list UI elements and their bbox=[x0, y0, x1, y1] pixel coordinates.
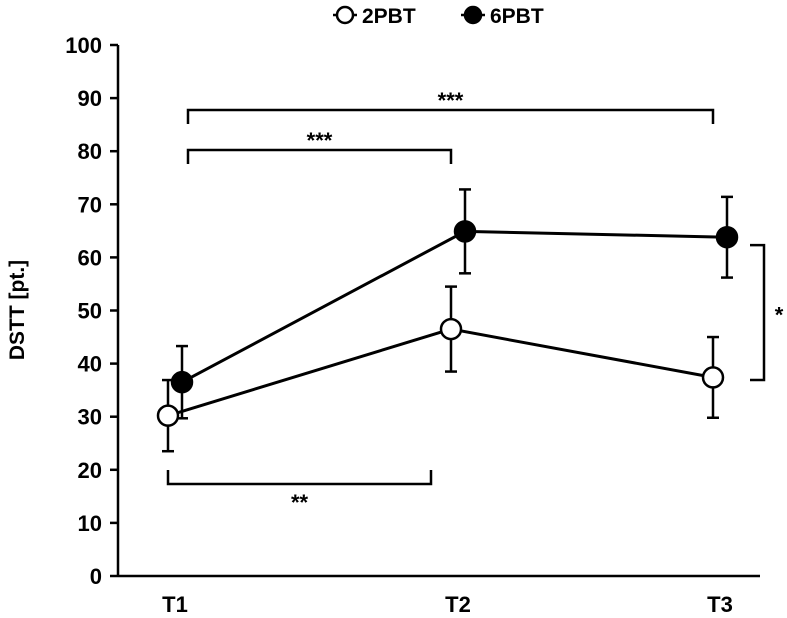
legend-label: 2PBT bbox=[362, 5, 416, 28]
y-tick-label: 90 bbox=[78, 86, 102, 111]
y-tick-label: 100 bbox=[65, 33, 102, 58]
data-point-6PBT-T3 bbox=[715, 225, 739, 249]
series-line-6PBT bbox=[181, 229, 728, 384]
y-tick-label: 80 bbox=[78, 139, 102, 164]
legend-marker bbox=[463, 5, 483, 25]
significance-label: *** bbox=[438, 88, 464, 113]
significance-annotations: ********* bbox=[166, 88, 784, 515]
y-tick-label: 70 bbox=[78, 192, 102, 217]
significance-label: *** bbox=[307, 128, 333, 153]
significance-bracket: * bbox=[750, 243, 784, 382]
y-tick-label: 30 bbox=[78, 405, 102, 430]
legend-item-6PBT: 6PBT bbox=[461, 5, 544, 28]
y-tick-label: 50 bbox=[78, 299, 102, 324]
legend-label: 6PBT bbox=[490, 5, 544, 28]
legend-marker bbox=[335, 5, 355, 25]
data-point-6PBT-T2 bbox=[453, 220, 477, 243]
significance-bracket: *** bbox=[186, 128, 453, 164]
y-tick-label: 40 bbox=[78, 352, 102, 377]
x-tick-label: T2 bbox=[445, 592, 471, 617]
y-tick-label: 60 bbox=[78, 245, 102, 270]
y-ticks: 0 10 20 30 40 50 60 70 80 90 100 bbox=[65, 33, 118, 589]
series-line-2PBT bbox=[167, 327, 714, 418]
x-tick-label: T3 bbox=[707, 592, 733, 617]
series-layer bbox=[156, 188, 739, 453]
y-tick-label: 20 bbox=[78, 458, 102, 483]
significance-label: * bbox=[775, 303, 784, 328]
y-axis-title: DSTT [pt.] bbox=[6, 260, 29, 360]
x-ticks: T1 T2 T3 bbox=[162, 592, 733, 617]
significance-bracket: ** bbox=[166, 470, 433, 515]
legend-item-2PBT: 2PBT bbox=[333, 5, 416, 28]
significance-label: ** bbox=[291, 490, 309, 515]
bracket-line bbox=[186, 108, 715, 124]
legend: 2PBT 6PBT bbox=[333, 5, 544, 28]
data-point-2PBT-T1 bbox=[156, 404, 180, 427]
bracket-line bbox=[166, 470, 433, 486]
data-point-6PBT-T1 bbox=[170, 370, 194, 394]
significance-bracket: *** bbox=[186, 88, 715, 124]
data-point-2PBT-T3 bbox=[701, 366, 725, 389]
axes bbox=[116, 45, 760, 578]
y-tick-label: 0 bbox=[90, 564, 102, 589]
y-tick-label: 10 bbox=[78, 511, 102, 536]
x-tick-label: T1 bbox=[162, 592, 188, 617]
data-point-2PBT-T2 bbox=[439, 317, 463, 341]
bracket-line bbox=[750, 243, 766, 382]
bracket-line bbox=[186, 148, 453, 164]
